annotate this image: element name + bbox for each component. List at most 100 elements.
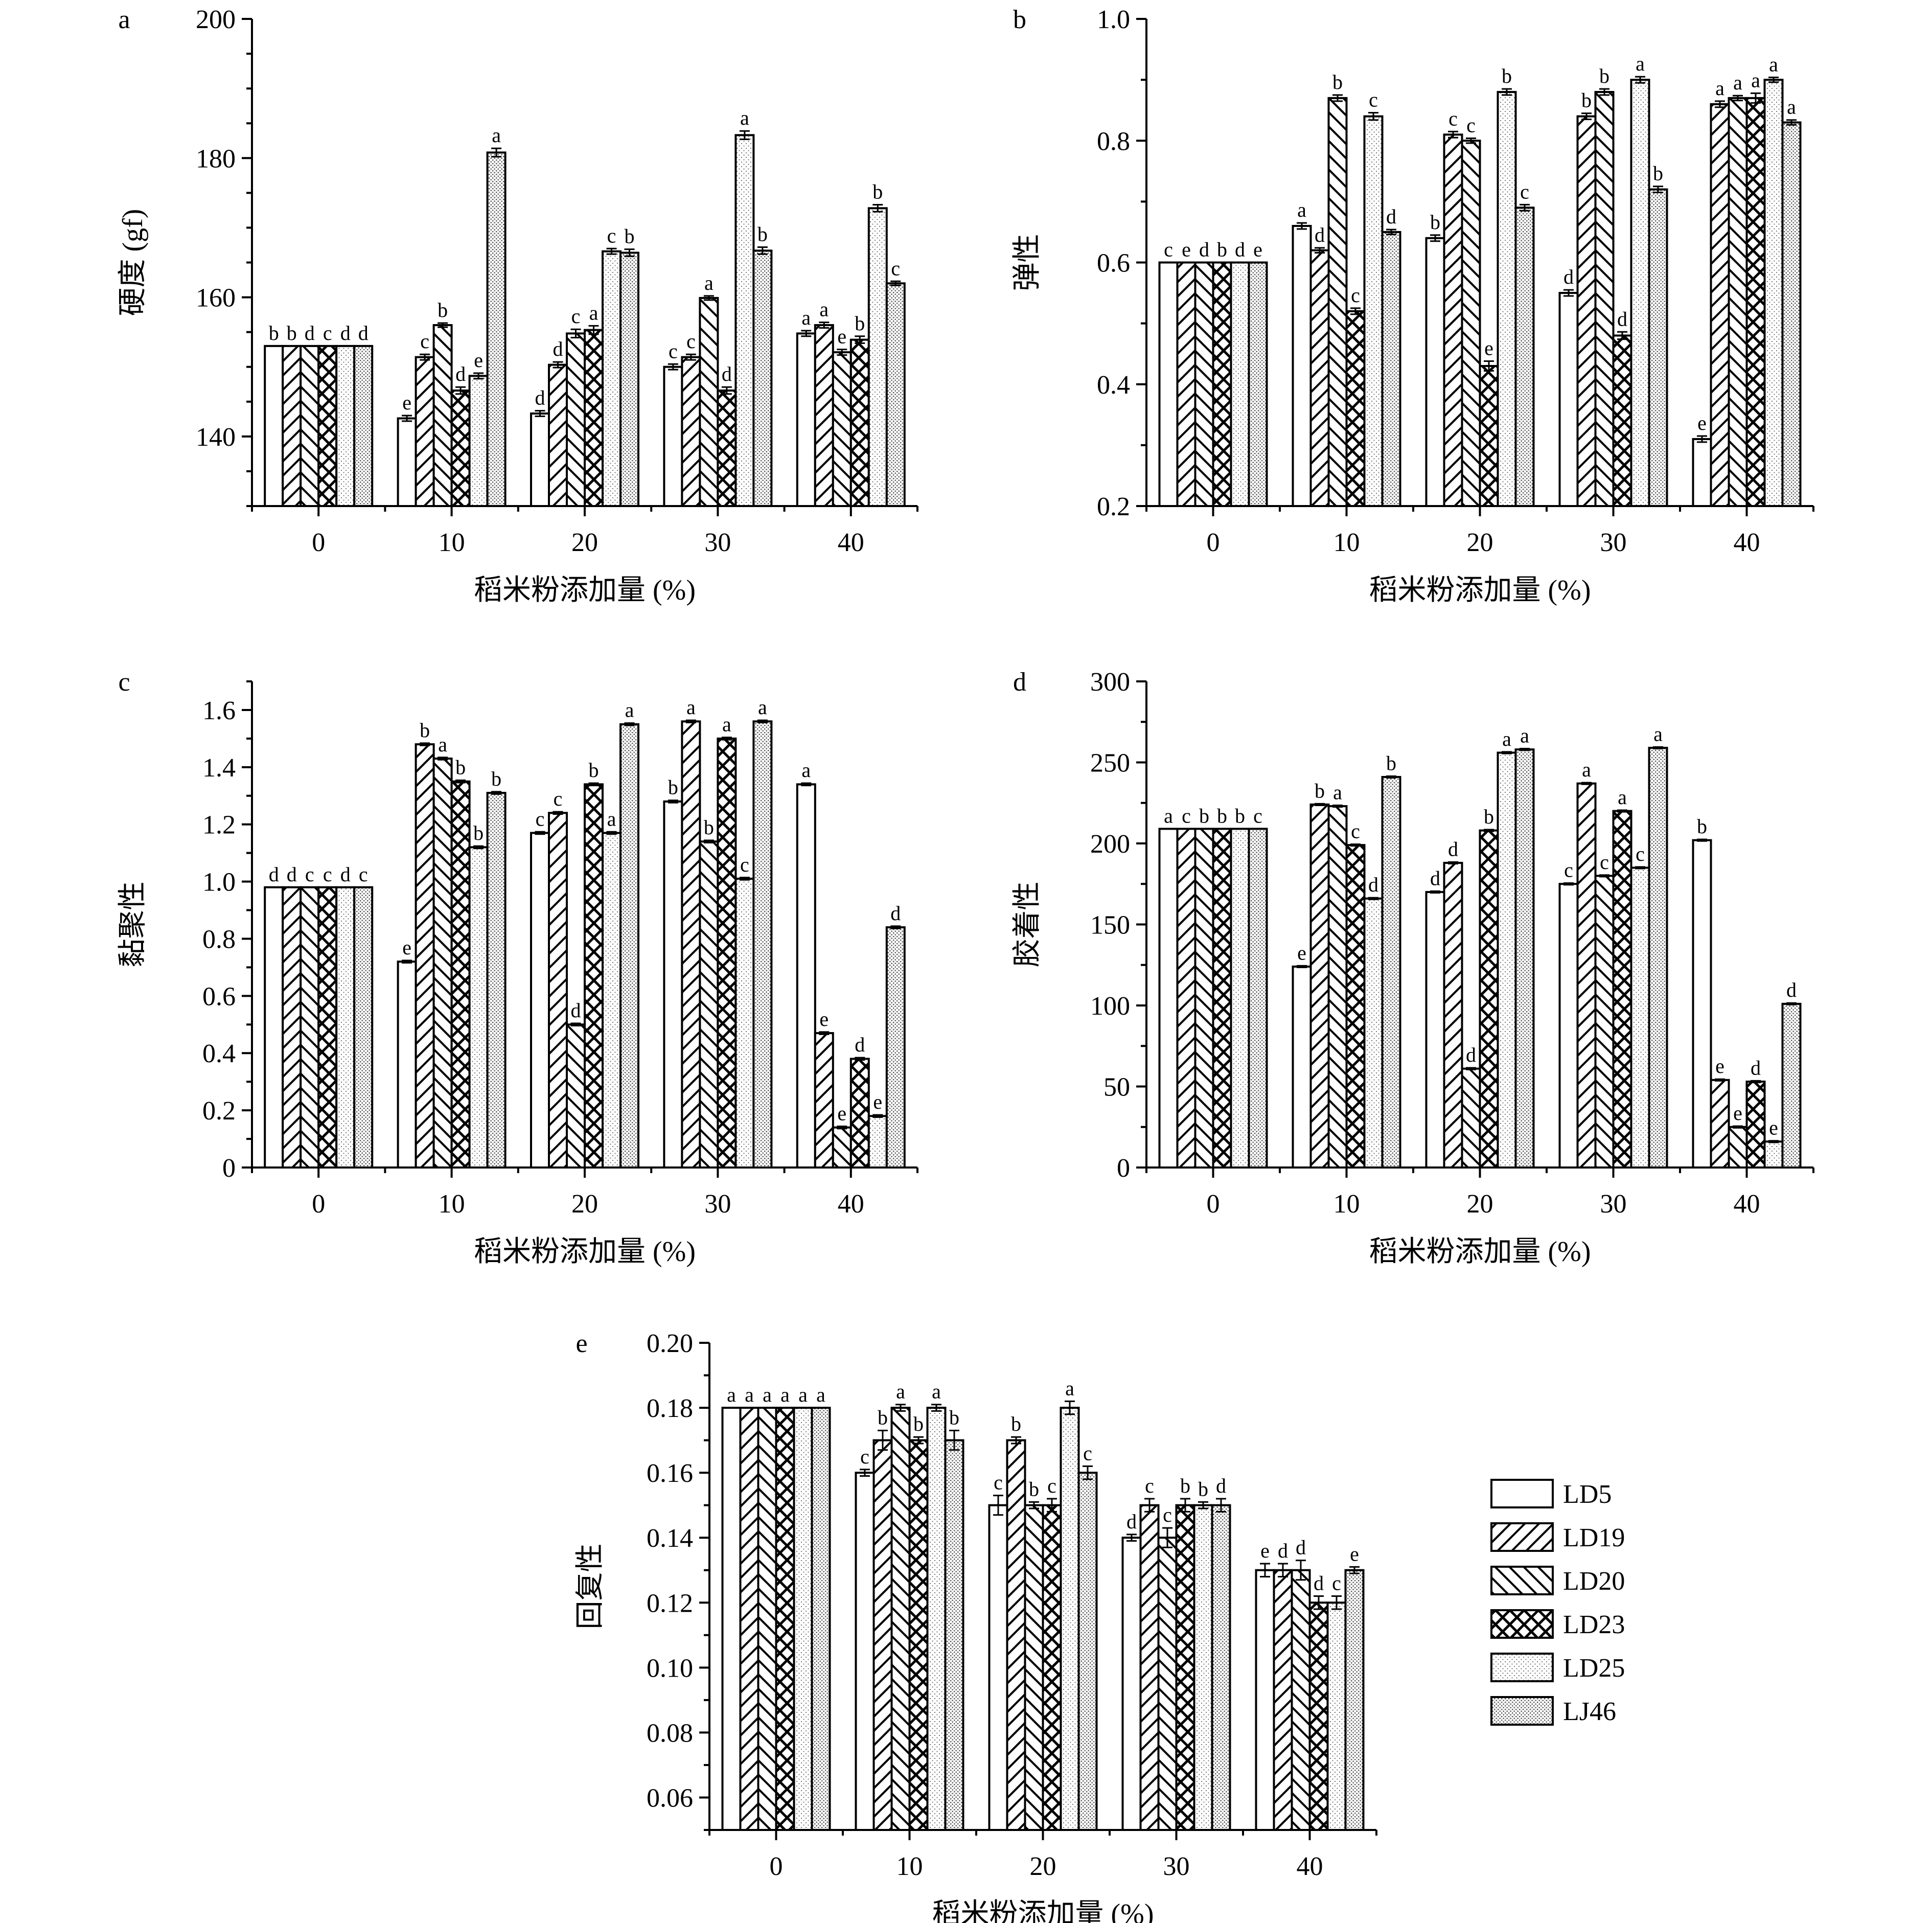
panel-b-xtick-label: 20 [1467,528,1493,557]
panel-c-bar-ld20-40-letter: e [837,1102,846,1125]
panel-d-bar-ld25-20-letter: a [1502,727,1511,750]
panel-b-bar-ld23-40-error-bar [1751,92,1761,104]
panel-d-bar-ld23-20 [1479,829,1499,1169]
panel-d-bar-ld5-20-error-bar [1430,890,1440,894]
panel-c-bar-ld23-0 [317,886,338,1169]
panel-d-bar-ld5-10-error-bar [1297,965,1307,969]
panel-c-bar-ld25-10-letter: b [473,821,484,844]
panel-d-bar-ld19-20-letter: d [1448,837,1458,860]
panel-d-bar-ld23-40 [1745,1080,1766,1169]
panel-c-bar-ld20-30-error-bar [703,839,714,844]
panel-e-bar-ld23-30-error-bar [1180,1498,1190,1513]
panel-b-bar-lj46-30 [1648,188,1668,507]
panel-e-bar-ld20-40 [1291,1569,1311,1832]
panel-e-ytick-label: 0.06 [647,1783,693,1813]
panel-a-bar-ld5-10-error-bar [402,415,412,422]
panel-a-bar-ld19-20-error-bar [553,361,563,369]
panel-e-bar-ld5-0-letter: a [727,1383,736,1406]
panel-e-ytick-label: 0.12 [647,1589,693,1618]
panel-e-bar-ld5-40 [1255,1569,1275,1832]
panel-b-bar-ld25-30-letter: a [1636,52,1645,75]
panel-c-bar-lj46-40 [885,926,906,1169]
panel-a-ytick-label: 180 [196,144,236,173]
panel-c-bar-ld5-30-error-bar [668,799,678,804]
panel-d-bar-ld19-10-letter: b [1315,779,1325,802]
panel-c-bar-ld25-20 [602,832,622,1169]
legend-swatch-ld20 [1490,1566,1554,1595]
panel-e-bar-ld5-20 [988,1504,1008,1832]
legend-item-ld5: LD5 [1490,1479,1612,1509]
panel-d-ytick-label: 0 [1117,1154,1130,1183]
panel-a-bar-ld23-20-letter: a [589,301,599,324]
panel-c-ytick-label: 0 [222,1154,236,1183]
panel-d-bar-ld20-40 [1728,1126,1748,1169]
panel-c-bar-ld20-20-letter: d [571,999,581,1022]
panel-e-bar-ld25-0 [793,1407,813,1831]
panel-c-bar-ld19-0 [282,886,302,1169]
panel-b-x-axis-title: 稻米粉添加量 (%) [1369,575,1591,606]
panel-e-bar-ld19-10-error-bar [878,1430,888,1451]
panel-e-bar-lj46-0-letter: a [816,1383,825,1406]
panel-a-bar-ld5-40-error-bar [801,330,812,337]
panel-a-bar-lj46-10 [486,151,507,507]
panel-a-bar-ld20-40-error-bar [837,349,847,356]
panel-a-bar-lj46-30 [752,249,773,507]
panel-c-bar-ld19-10-error-bar [420,742,430,746]
panel-d-bar-ld19-40 [1710,1079,1730,1169]
panel-e-bar-ld19-30 [1139,1504,1160,1832]
panel-e-bar-lj46-20 [1077,1472,1098,1831]
panel-b-bar-ld5-30-error-bar [1563,289,1574,297]
panel-e-bar-ld23-10 [908,1439,929,1832]
panel-d-bar-ld5-20 [1425,891,1445,1169]
panel-c-bar-ld23-30-letter: a [722,713,731,736]
panel-b-bar-ld19-10 [1309,249,1330,507]
panel-c-bar-lj46-20-error-bar [624,722,635,726]
panel-b-bar-ld23-0-letter: b [1217,238,1227,261]
panel-a-bar-ld5-10 [397,417,417,508]
panel-b-bar-ld20-10 [1327,97,1348,508]
panel-c-bar-ld25-20-letter: a [607,807,616,830]
panel-a-bar-ld19-0 [282,345,302,507]
panel-e-bar-ld19-0 [739,1407,760,1831]
panel-c-bar-ld23-30 [717,737,737,1169]
panel-c-bar-ld23-40-letter: d [855,1033,865,1056]
panel-e-bar-ld20-40-error-bar [1296,1560,1306,1581]
panel-a-bar-lj46-30-letter: b [757,223,768,246]
panel-c-bar-ld19-20 [548,812,568,1169]
panel-a-bar-ld23-30 [717,390,737,508]
panel-b-bar-ld20-40 [1728,97,1748,508]
panel-e-xtick-label: 40 [1297,1852,1323,1881]
panel-d-bar-lj46-0-letter: c [1253,804,1262,827]
panel-c-bar-ld25-40-letter: e [873,1090,882,1113]
panel-a-bar-ld5-20 [530,412,550,507]
panel-c-bar-lj46-30-letter: a [758,696,767,719]
panel-d-bar-ld5-30 [1558,883,1579,1169]
panel-a-bar-ld19-20 [548,363,568,507]
panel-b-bar-ld20-0 [1194,261,1214,507]
panel-b-bar-lj46-40-letter: a [1787,96,1796,119]
panel-a-bar-ld5-20-letter: d [535,386,545,409]
panel-d-bar-ld25-40 [1763,1140,1784,1169]
panel-e-bar-ld19-40 [1273,1569,1293,1832]
panel-d-bar-lj46-10 [1381,776,1401,1169]
panel-d-bar-ld5-0-letter: a [1164,804,1173,827]
panel-b-bar-lj46-10-letter: d [1386,205,1396,228]
legend-label-ld20: LD20 [1563,1567,1625,1596]
panel-b-bar-lj46-10 [1381,231,1401,507]
panel-c-bar-ld23-0-letter: c [323,863,332,886]
panel-a-bar-ld19-10-error-bar [420,353,430,361]
panel-a-bar-ld25-30-letter: a [740,106,749,129]
panel-c-bar-lj46-0-letter: c [359,863,368,886]
panel-a-bar-ld23-10-letter: d [455,362,466,385]
panel-b-bar-ld5-0 [1158,261,1179,507]
panel-d-xtick-label: 30 [1600,1189,1627,1219]
panel-a-ytick-label: 140 [196,423,236,452]
panel-a-bar-ld25-10-error-bar [473,372,484,380]
panel-d-bar-ld25-30-letter: c [1636,842,1645,865]
panel-b-bar-ld20-40-letter: a [1733,71,1742,94]
panel-b-bar-ld23-10-letter: c [1351,284,1360,307]
panel-b-bar-ld20-20-error-bar [1466,137,1476,144]
panel-e-bar-ld5-30-letter: d [1126,1510,1137,1533]
panel-e-bar-ld19-40-error-bar [1278,1563,1288,1577]
